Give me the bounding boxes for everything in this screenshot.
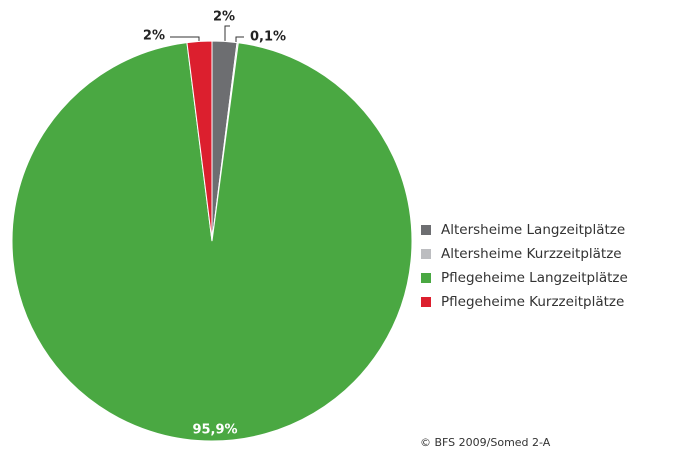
source: © BFS 2009/Somed 2-A	[420, 436, 551, 449]
data-label: 2%	[213, 10, 235, 25]
legend-swatch	[421, 273, 431, 283]
leader-line	[224, 25, 230, 46]
legend-label: Altersheime Langzeitplätze	[441, 222, 625, 238]
legend-label: Pflegeheime Kurzzeitplätze	[441, 294, 624, 310]
data-label: 0,1%	[250, 30, 286, 45]
legend-swatch	[421, 225, 431, 235]
data-label: 95,9%	[192, 423, 237, 438]
pie-slice	[186, 40, 213, 242]
legend-swatch	[421, 297, 431, 307]
legend-label: Altersheime Kurzzeitplätze	[441, 246, 622, 262]
data-label: 2%	[143, 29, 165, 44]
legend-swatch	[421, 249, 431, 259]
pie-slice	[11, 42, 413, 442]
legend-label: Pflegeheime Langzeitplätze	[441, 270, 628, 286]
